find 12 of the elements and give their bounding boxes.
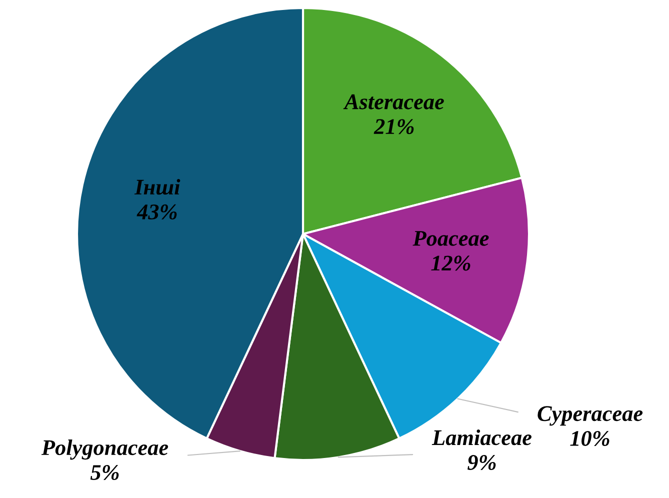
data-label: 9% <box>468 454 496 470</box>
data-label: 12% <box>431 256 470 271</box>
slice-label: Інші <box>134 178 180 195</box>
slice-label: Poaceae <box>412 231 489 246</box>
slice-label: Cyperaceae <box>538 406 643 426</box>
data-label: 21% <box>374 119 414 134</box>
slice-label: Polygonaceae <box>41 440 168 460</box>
data-label: 10% <box>570 430 610 446</box>
data-label: 43% <box>136 204 177 220</box>
slice-label: Asteraceae <box>343 94 444 110</box>
data-label: 5% <box>90 464 119 480</box>
slice-label: Lamiaceae <box>432 430 532 446</box>
